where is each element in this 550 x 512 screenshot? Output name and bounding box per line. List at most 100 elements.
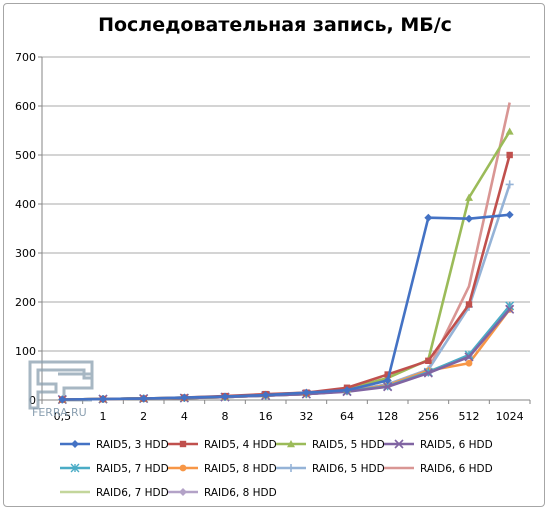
x-tick-label: 128 (377, 410, 398, 423)
data-point (179, 488, 187, 496)
x-tick-label: 4 (181, 410, 188, 423)
series-line (62, 154, 511, 401)
data-point (179, 440, 187, 448)
legend-item: RAID6, 7 HDD (60, 487, 169, 499)
y-tick-label: 100 (15, 345, 36, 358)
axes (38, 56, 531, 404)
x-tick-label: 256 (418, 410, 439, 423)
series-group (58, 210, 514, 404)
series-line (62, 130, 511, 401)
data-point (505, 304, 515, 314)
legend: RAID5, 3 HDD RAID5, 4 HDD RAID5, 5 HDD RAID… (60, 439, 493, 499)
data-point (424, 213, 433, 222)
data-point (71, 440, 79, 448)
series-group (58, 127, 514, 403)
series-group (58, 305, 514, 403)
watermark-text: FERRA.RU (32, 406, 87, 419)
data-point (505, 210, 514, 219)
series-group (58, 301, 514, 404)
data-point (465, 214, 473, 223)
data-point (506, 151, 513, 159)
legend-label: RAID5, 5 HDD (312, 439, 385, 451)
legend-item: RAID6, 8 HDD (168, 487, 277, 499)
data-point (99, 395, 107, 404)
data-point (505, 127, 514, 135)
legend-item: RAID5, 3 HDD (60, 439, 169, 451)
data-point (261, 391, 270, 400)
legend-label: RAID5, 8 HDD (204, 463, 277, 475)
data-point (139, 394, 148, 403)
x-tick-label: 1 (100, 410, 107, 423)
data-point (505, 180, 514, 189)
data-point (465, 301, 473, 308)
x-tick-label: 8 (222, 410, 229, 423)
y-tick-label: 300 (15, 247, 36, 260)
data-point (70, 463, 80, 473)
data-point (287, 464, 295, 472)
x-tick-label: 0,5 (54, 410, 72, 423)
legend-item: RAID6, 5 HDD (276, 463, 385, 475)
data-point (423, 368, 433, 378)
data-point (302, 388, 311, 397)
series-line (62, 308, 511, 401)
y-tick-label: 500 (15, 149, 36, 162)
x-tick-labels: 0,5 1 2 4 8 16 32 64 128 256 512 1024 (54, 410, 524, 423)
series-line (62, 102, 511, 401)
data-point (383, 382, 393, 392)
legend-item: RAID5, 5 HDD (276, 439, 385, 451)
legend-label: RAID5, 6 HDD (420, 439, 493, 451)
legend-label: RAID5, 3 HDD (96, 439, 169, 451)
data-point (58, 395, 67, 404)
legend-item: RAID5, 8 HDD (168, 463, 277, 475)
legend-label: RAID6, 5 HDD (312, 463, 385, 475)
legend-item: RAID6, 6 HDD (384, 463, 493, 475)
x-tick-label: 16 (259, 410, 273, 423)
legend-item: RAID5, 4 HDD (168, 439, 277, 451)
data-point (221, 392, 229, 401)
legend-item: RAID5, 7 HDD (60, 463, 169, 475)
data-point (425, 357, 432, 364)
series-line (62, 306, 511, 401)
legend-label: RAID6, 7 HDD (96, 487, 169, 499)
legend-label: RAID5, 4 HDD (204, 439, 277, 451)
y-tick-label: 600 (15, 100, 36, 113)
series-line (62, 305, 511, 401)
chart-title: Последовательная запись, МБ/с (98, 14, 452, 36)
legend-label: RAID5, 7 HDD (96, 463, 169, 475)
series-group (62, 102, 511, 401)
series-line (62, 213, 510, 401)
data-point (465, 359, 473, 367)
data-point (180, 393, 189, 402)
series-group (57, 304, 515, 405)
legend-label: RAID6, 8 HDD (204, 487, 277, 499)
series-lines (57, 102, 515, 405)
gridlines (42, 56, 530, 352)
x-tick-label: 2 (140, 410, 147, 423)
x-tick-label: 512 (459, 410, 480, 423)
series-line (62, 305, 511, 401)
series-line (62, 308, 511, 401)
data-point (179, 464, 187, 472)
series-group (62, 306, 511, 401)
y-tick-label: 0 (29, 394, 36, 407)
x-tick-label: 1024 (496, 410, 524, 423)
y-tick-label: 200 (15, 296, 36, 309)
legend-label: RAID6, 6 HDD (420, 463, 493, 475)
y-tick-label: 700 (15, 51, 36, 64)
y-tick-label: 400 (15, 198, 36, 211)
x-tick-label: 32 (299, 410, 313, 423)
data-point (464, 352, 474, 362)
x-tick-label: 64 (340, 410, 354, 423)
y-tick-labels: 0 100 200 300 400 500 600 700 (15, 51, 36, 407)
data-point (287, 440, 295, 448)
data-point (384, 371, 391, 378)
data-point (465, 193, 473, 201)
data-point (383, 376, 392, 385)
data-point (343, 386, 351, 395)
data-point (394, 439, 404, 449)
series-group (57, 301, 515, 405)
watermark: FERRA.RU (28, 360, 94, 419)
legend-item: RAID5, 6 HDD (384, 439, 493, 451)
